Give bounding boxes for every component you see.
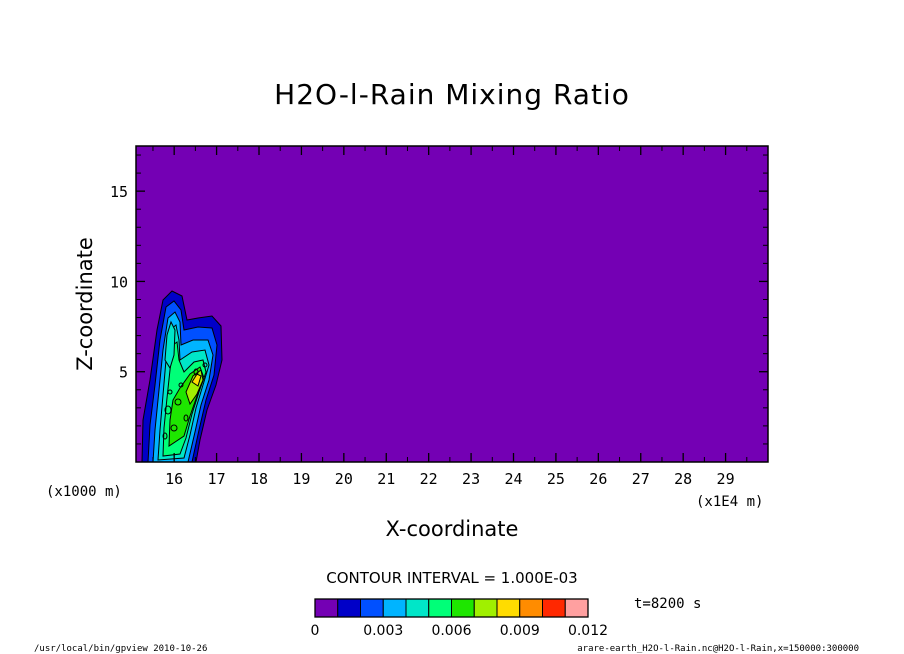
x-tick-label: 16 (165, 470, 183, 488)
colorbar-frame (314, 598, 589, 618)
colorbar-swatch (382, 598, 407, 618)
x-unit-left: (x1000 m) (46, 484, 122, 500)
colorbar-swatch (360, 598, 384, 618)
colorbar-swatch (451, 598, 475, 618)
colorbar-swatch (428, 598, 452, 618)
rain-cell-contours (141, 290, 223, 463)
contour-line (174, 398, 182, 406)
colorbar-tick-label: 0 (311, 623, 320, 639)
y-tick-label: 15 (110, 183, 128, 201)
x-tick-label: 17 (208, 470, 226, 488)
contour-line (178, 382, 184, 388)
colorbar-swatch (542, 598, 566, 618)
plot-area: 16 17 18 19 20 21 22 23 24 25 26 27 28 29 5 10 15 (110, 145, 769, 488)
colorbar-swatch (314, 598, 339, 618)
x-tick-label: 20 (335, 470, 353, 488)
colorbar-swatch (519, 598, 543, 618)
colorbar-swatch (496, 598, 521, 618)
x-tick-label: 26 (589, 470, 607, 488)
x-axis-label: X-coordinate (386, 517, 519, 541)
colorbar-swatch (564, 598, 589, 618)
plot-frame (135, 145, 769, 463)
contour-band (164, 320, 176, 370)
contour-band (191, 373, 202, 387)
contour-line (164, 405, 172, 415)
x-unit-right: (x1E4 m) (696, 494, 763, 510)
x-tick-label: 23 (462, 470, 480, 488)
colorbar-tick-label: 0.009 (500, 623, 540, 639)
plot-background (136, 146, 768, 462)
contour-line (193, 368, 199, 376)
x-tick-label: 27 (632, 470, 650, 488)
y-axis-label: Z-coordinate (73, 237, 97, 371)
y-tick-label: 5 (119, 364, 128, 382)
contour-line (162, 432, 168, 440)
y-axis-ticks: 5 10 15 (110, 154, 768, 445)
x-axis-ticks: 16 17 18 19 20 21 22 23 24 25 26 27 28 29 (152, 146, 748, 488)
contour-line (170, 424, 178, 432)
colorbar-tick-label: 0.003 (363, 623, 403, 639)
footer-left: /usr/local/bin/gpview 2010-10-26 (34, 644, 207, 654)
x-tick-label: 24 (504, 470, 522, 488)
x-tick-label: 19 (292, 470, 310, 488)
contour-line (183, 414, 189, 422)
contour-line (202, 362, 208, 368)
colorbar-tick-label: 0.012 (568, 623, 608, 639)
x-tick-label: 28 (674, 470, 692, 488)
footer-right: arare-earth_H2O-l-Rain.nc@H2O-l-Rain,x=1… (577, 644, 859, 654)
colorbar-swatch (337, 598, 361, 618)
colorbar-swatch (473, 598, 498, 618)
colorbar: 0 0.003 0.006 0.009 0.012 (311, 598, 608, 639)
time-label: t=8200 s (634, 596, 701, 612)
y-tick-label: 10 (110, 273, 128, 291)
x-tick-label: 18 (250, 470, 268, 488)
colorbar-swatch (405, 598, 430, 618)
x-tick-label: 21 (377, 470, 395, 488)
x-tick-label: 22 (420, 470, 438, 488)
chart-title: H2O-l-Rain Mixing Ratio (274, 78, 630, 111)
contour-interval-label: CONTOUR INTERVAL = 1.000E-03 (326, 569, 577, 587)
x-tick-label: 29 (717, 470, 735, 488)
contour-line (167, 389, 173, 395)
x-tick-label: 25 (547, 470, 565, 488)
colorbar-tick-label: 0.006 (431, 623, 471, 639)
